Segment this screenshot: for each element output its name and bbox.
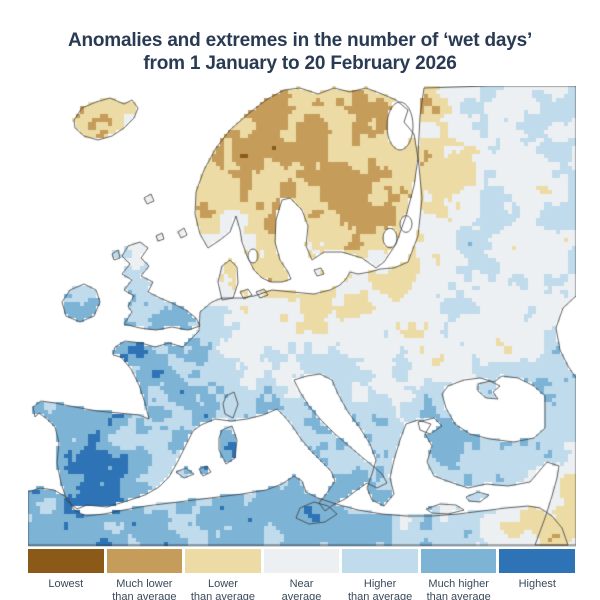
legend-label-much-higher: Much higher than average [426, 578, 491, 600]
legend-swatch-much-higher [420, 549, 497, 573]
europe-anomaly-map [28, 86, 576, 547]
legend-item-near-average: Near average [263, 549, 340, 600]
legend-swatch-lower [185, 549, 261, 573]
legend-item-lower: Lower than average [185, 549, 261, 600]
page-title: Anomalies and extremes in the number of … [0, 29, 600, 75]
legend-item-much-lower: Much lower than average [106, 549, 183, 600]
legend-item-highest: Highest [499, 549, 576, 600]
legend-swatch-much-lower [106, 549, 183, 573]
title-line1: Anomalies and extremes in the number of … [67, 29, 533, 51]
legend-label-higher: Higher than average [347, 578, 413, 600]
title-line2: from 1 January to 20 February 2026 [143, 52, 457, 74]
map-canvas [28, 86, 576, 546]
legend-label-highest: Highest [518, 578, 556, 590]
legend-item-much-higher: Much higher than average [420, 549, 497, 600]
legend-swatch-near-average [263, 549, 340, 573]
legend-item-higher: Higher than average [342, 549, 418, 600]
legend-item-lowest: Lowest [28, 549, 104, 600]
legend-swatch-higher [342, 549, 418, 573]
legend-label-lower: Lower than average [190, 578, 256, 600]
legend-label-much-lower: Much lower than average [112, 578, 177, 600]
legend-label-lowest: Lowest [48, 578, 84, 590]
legend-swatch-highest [499, 549, 576, 573]
legend-swatch-lowest [28, 549, 104, 573]
legend-label-near-average: Near average [281, 578, 322, 600]
legend: Lowest Much lower than average Lower than av… [28, 549, 576, 600]
